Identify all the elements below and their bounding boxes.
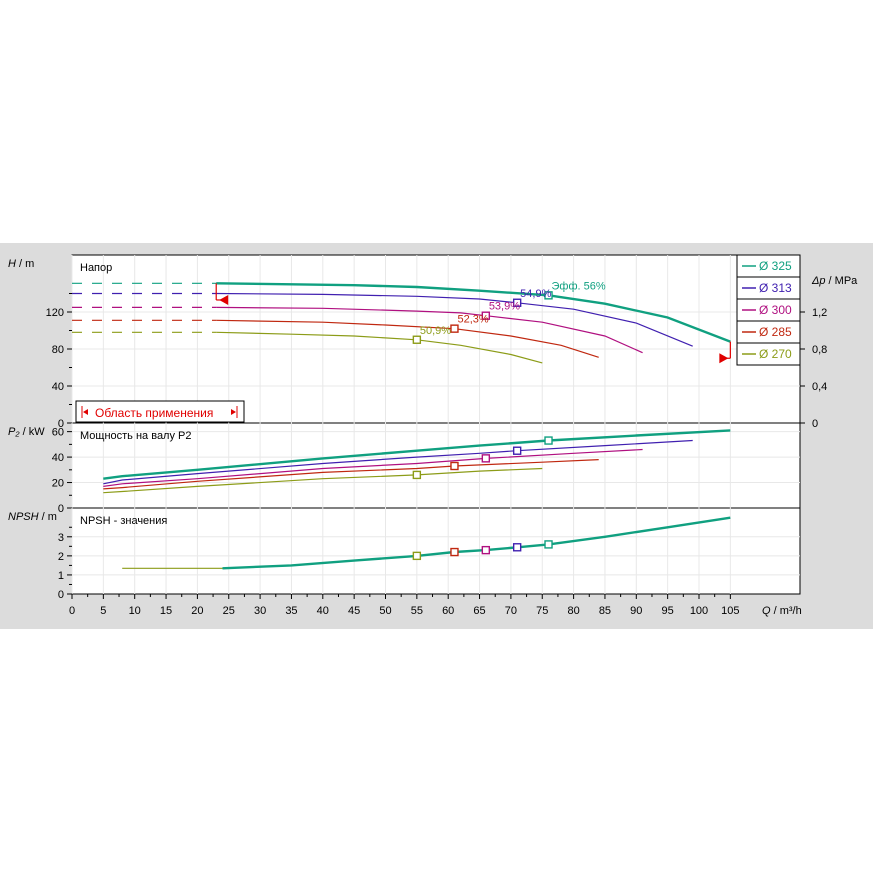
right-tick-label: 0,4 xyxy=(812,381,827,393)
data-point-marker xyxy=(450,547,459,557)
application-area-box xyxy=(75,400,245,423)
legend-label: Ø 325 xyxy=(759,259,792,273)
panel-title: NPSH - значения xyxy=(80,515,167,527)
x-tick-label: 50 xyxy=(379,605,391,617)
legend-label: Ø 270 xyxy=(759,347,792,361)
application-area-left-arrow xyxy=(83,409,88,415)
application-area-label: Область применения xyxy=(95,406,213,420)
y-axis-label: P₂ / kW xyxy=(8,426,45,438)
y-tick-label: 60 xyxy=(52,427,64,439)
data-point-marker xyxy=(512,543,522,552)
x-tick-label: 0 xyxy=(69,605,75,617)
x-tick-label: 45 xyxy=(348,605,360,617)
series-line xyxy=(216,306,643,354)
x-tick-label: 60 xyxy=(442,605,454,617)
efficiency-label: 50,9% xyxy=(420,325,451,337)
data-point-marker xyxy=(481,454,491,463)
efficiency-label: Эфф. 56% xyxy=(552,280,606,292)
x-tick-label: 70 xyxy=(505,605,517,617)
series-line xyxy=(216,282,731,343)
data-point-marker xyxy=(544,540,553,549)
area-right-arrow xyxy=(719,353,729,364)
y-axis-label: H / m xyxy=(8,258,34,270)
panel-title: Напор xyxy=(80,262,112,274)
x-tick-label: 20 xyxy=(191,605,203,617)
data-point-marker xyxy=(412,470,422,480)
data-point-marker xyxy=(544,436,553,445)
x-tick-label: 100 xyxy=(690,605,708,617)
series-line xyxy=(103,467,543,494)
y-tick-label: 3 xyxy=(58,532,64,544)
x-tick-label: 10 xyxy=(129,605,141,617)
plot-area-2 xyxy=(71,422,801,509)
data-point-marker xyxy=(544,291,553,300)
legend-label: Ø 285 xyxy=(759,325,792,339)
right-tick-label: 0 xyxy=(812,418,818,430)
plot-area-1 xyxy=(71,254,801,424)
x-tick-label: 25 xyxy=(223,605,235,617)
y-tick-label: 1 xyxy=(58,570,64,582)
right-tick-label: 0,8 xyxy=(812,344,827,356)
x-tick-label: 105 xyxy=(721,605,739,617)
x-tick-label: 55 xyxy=(411,605,423,617)
series-line xyxy=(103,459,599,490)
data-point-marker xyxy=(512,298,522,307)
y-tick-label: 0 xyxy=(58,503,64,515)
x-tick-label: 5 xyxy=(100,605,106,617)
x-tick-label: 95 xyxy=(662,605,674,617)
pump-curve-chart: 0 40 80 120 H / m Напор 0 0,4 0,8 1,2 Δp / MPa 0 20 4… xyxy=(0,243,873,629)
area-left-arrow xyxy=(219,294,229,305)
right-axis-label: Δp / MPa xyxy=(811,275,858,287)
x-tick-label: 90 xyxy=(630,605,642,617)
legend-label: Ø 300 xyxy=(759,303,792,317)
x-axis-label: Q / m³/h xyxy=(762,605,802,617)
data-point-marker xyxy=(450,461,459,471)
x-tick-label: 15 xyxy=(160,605,172,617)
panel-title: Мощность на валу P2 xyxy=(80,430,192,442)
application-area-right-arrow xyxy=(231,409,236,415)
data-point-marker xyxy=(412,335,422,344)
y-tick-label: 0 xyxy=(58,418,64,430)
efficiency-label: 52,3% xyxy=(457,314,488,326)
data-point-marker xyxy=(481,545,491,555)
efficiency-label: 53,9% xyxy=(489,301,520,313)
x-tick-label: 75 xyxy=(536,605,548,617)
efficiency-label: 54,9% xyxy=(520,288,551,300)
x-tick-label: 80 xyxy=(567,605,579,617)
series-line xyxy=(103,439,693,485)
plot-area-3 xyxy=(71,507,801,595)
y-tick-label: 40 xyxy=(52,381,64,393)
legend-label: Ø 313 xyxy=(759,281,792,295)
right-tick-label: 1,2 xyxy=(812,307,827,319)
x-tick-label: 65 xyxy=(473,605,485,617)
x-tick-label: 85 xyxy=(599,605,611,617)
data-point-marker xyxy=(512,446,522,455)
data-point-marker xyxy=(481,311,491,320)
y-tick-label: 20 xyxy=(52,478,64,490)
data-point-marker xyxy=(412,551,422,561)
y-tick-label: 80 xyxy=(52,344,64,356)
series-line xyxy=(103,448,643,487)
y-tick-label: 120 xyxy=(46,307,64,319)
y-tick-label: 40 xyxy=(52,452,64,464)
y-tick-label: 2 xyxy=(58,551,64,563)
series-line xyxy=(216,292,693,347)
data-point-marker xyxy=(450,324,459,333)
series-line xyxy=(103,429,731,480)
y-tick-label: 0 xyxy=(58,589,64,601)
x-tick-label: 40 xyxy=(317,605,329,617)
y-axis-label: NPSH / m xyxy=(8,511,57,523)
x-tick-label: 35 xyxy=(285,605,297,617)
x-tick-label: 30 xyxy=(254,605,266,617)
